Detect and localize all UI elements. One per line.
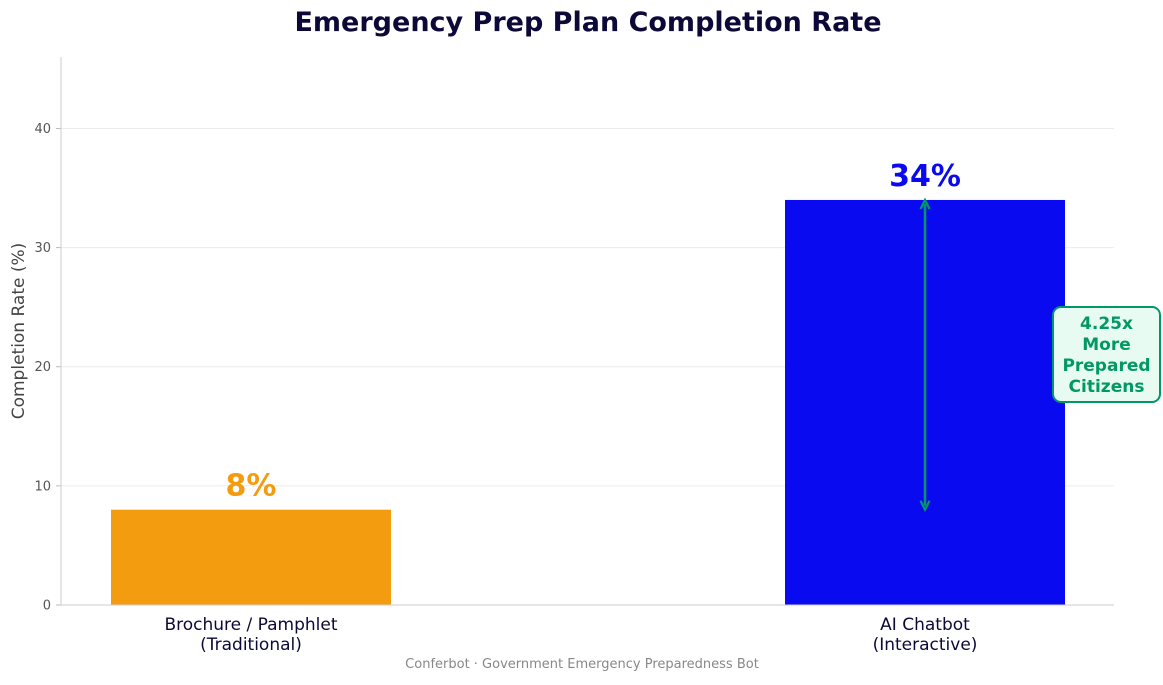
ratio-annotation-text: 4.25x bbox=[1080, 314, 1133, 334]
y-tick-label: 40 bbox=[34, 122, 51, 137]
chart-title: Emergency Prep Plan Completion Rate bbox=[294, 7, 881, 38]
y-tick-label: 20 bbox=[34, 360, 51, 375]
y-axis-label: Completion Rate (%) bbox=[9, 243, 29, 420]
ratio-annotation-box bbox=[1052, 306, 1161, 403]
y-tick-label: 10 bbox=[34, 479, 51, 494]
x-category-label: (Traditional) bbox=[200, 635, 302, 655]
value-label: 8% bbox=[226, 469, 277, 504]
ratio-annotation-text: More bbox=[1082, 335, 1131, 355]
bars bbox=[111, 199, 1065, 605]
labels: 0 10 20 30 40 8% Brochure / Pamphlet(Tradition… bbox=[34, 122, 977, 655]
axes bbox=[56, 57, 1114, 606]
x-category-label: (Interactive) bbox=[873, 635, 978, 655]
ratio-arrow-head-bottom bbox=[919, 500, 931, 513]
ratio-annotation-text: Prepared bbox=[1062, 356, 1150, 376]
bar bbox=[111, 509, 391, 605]
x-category-label: AI Chatbot bbox=[880, 615, 970, 635]
ratio-arrow-head-top bbox=[919, 197, 931, 210]
y-tick-label: 0 bbox=[43, 599, 51, 614]
footer-credit: Conferbot · Government Emergency Prepare… bbox=[405, 657, 759, 672]
value-label: 34% bbox=[889, 159, 961, 194]
ratio-annotation-text: Citizens bbox=[1069, 377, 1145, 397]
x-category-label: Brochure / Pamphlet bbox=[164, 615, 337, 635]
y-tick-label: 30 bbox=[34, 241, 51, 256]
